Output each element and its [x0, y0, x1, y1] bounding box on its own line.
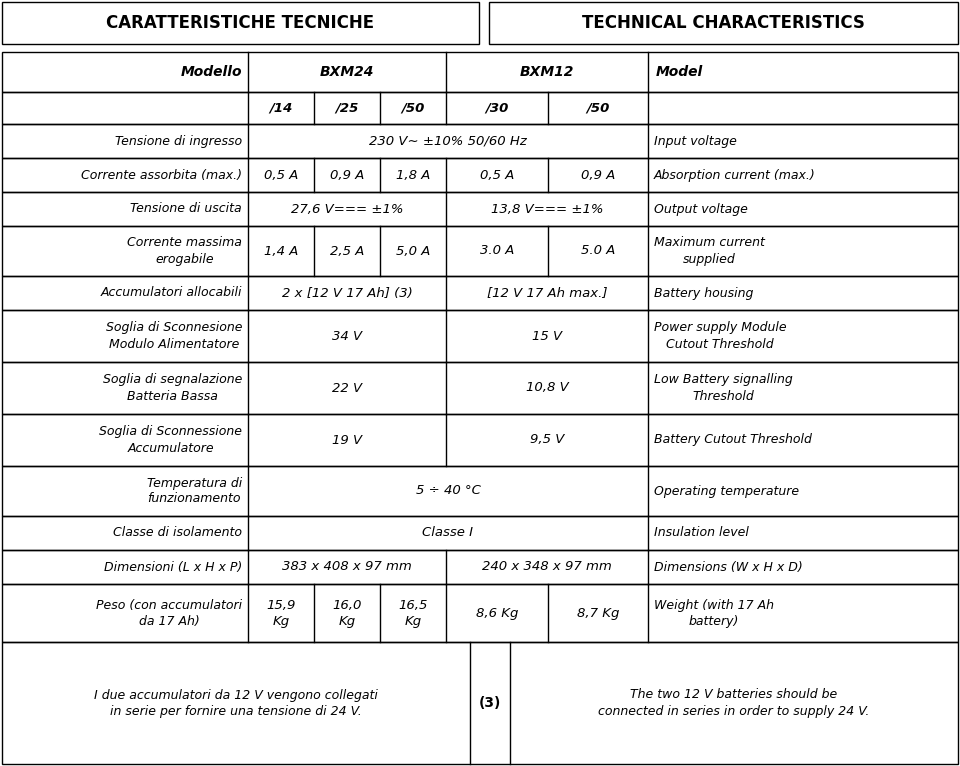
Text: Operating temperature: Operating temperature	[654, 485, 799, 497]
Text: 16,0
Kg: 16,0 Kg	[332, 598, 362, 627]
Text: 16,5
Kg: 16,5 Kg	[398, 598, 428, 627]
Bar	[2, 414, 958, 466]
Text: Peso (con accumulatori
da 17 Ah): Peso (con accumulatori da 17 Ah)	[96, 598, 242, 627]
Bar	[2, 92, 958, 124]
Bar	[2, 310, 958, 362]
Text: Soglia di segnalazione
Batteria Bassa: Soglia di segnalazione Batteria Bassa	[103, 374, 242, 402]
Text: /50: /50	[587, 102, 610, 114]
Text: Accumulatori allocabili: Accumulatori allocabili	[101, 286, 242, 300]
Bar	[2, 124, 958, 158]
Text: Insulation level: Insulation level	[654, 526, 749, 539]
Text: /30: /30	[486, 102, 509, 114]
Text: Maximum current
supplied: Maximum current supplied	[654, 237, 765, 266]
Bar	[2, 584, 958, 642]
Text: 19 V: 19 V	[332, 434, 362, 447]
Text: Battery housing: Battery housing	[654, 286, 754, 300]
Text: 0,9 A: 0,9 A	[330, 169, 364, 182]
Bar	[2, 550, 958, 584]
Bar	[2, 52, 958, 92]
Bar	[489, 2, 958, 44]
Bar	[2, 642, 958, 764]
Text: 1,8 A: 1,8 A	[396, 169, 430, 182]
Bar	[2, 2, 479, 44]
Text: 2,5 A: 2,5 A	[330, 244, 364, 257]
Text: Low Battery signalling
Threshold: Low Battery signalling Threshold	[654, 374, 793, 402]
Bar	[2, 362, 958, 414]
Text: 0,5 A: 0,5 A	[480, 169, 515, 182]
Text: 0,5 A: 0,5 A	[264, 169, 299, 182]
Text: Dimensioni (L x H x P): Dimensioni (L x H x P)	[104, 561, 242, 574]
Text: TECHNICAL CHARACTERISTICS: TECHNICAL CHARACTERISTICS	[582, 14, 865, 32]
Text: Absorption current (max.): Absorption current (max.)	[654, 169, 816, 182]
Text: 34 V: 34 V	[332, 329, 362, 342]
Bar	[2, 466, 958, 516]
Text: Tensione di uscita: Tensione di uscita	[131, 202, 242, 215]
Text: BXM24: BXM24	[320, 65, 374, 79]
Text: /25: /25	[335, 102, 359, 114]
Text: 240 x 348 x 97 mm: 240 x 348 x 97 mm	[482, 561, 612, 574]
Text: 5.0 A: 5.0 A	[581, 244, 615, 257]
Text: 15 V: 15 V	[532, 329, 562, 342]
Text: I due accumulatori da 12 V vengono collegati
in serie per fornire una tensione d: I due accumulatori da 12 V vengono colle…	[94, 689, 378, 718]
Text: The two 12 V batteries should be
connected in series in order to supply 24 V.: The two 12 V batteries should be connect…	[598, 689, 870, 718]
Text: (3): (3)	[479, 696, 501, 710]
Text: 3.0 A: 3.0 A	[480, 244, 515, 257]
Text: [12 V 17 Ah max.]: [12 V 17 Ah max.]	[487, 286, 608, 300]
Text: Temperatura di
funzionamento: Temperatura di funzionamento	[147, 476, 242, 506]
Text: /50: /50	[401, 102, 424, 114]
Text: Classe I: Classe I	[422, 526, 473, 539]
Bar	[2, 226, 958, 276]
Text: Output voltage: Output voltage	[654, 202, 748, 215]
Text: Corrente assorbita (max.): Corrente assorbita (max.)	[81, 169, 242, 182]
Text: 9,5 V: 9,5 V	[530, 434, 564, 447]
Text: 22 V: 22 V	[332, 381, 362, 394]
Text: 230 V∼ ±10% 50/60 Hz: 230 V∼ ±10% 50/60 Hz	[369, 135, 527, 148]
Text: BXM12: BXM12	[519, 65, 574, 79]
Text: 8,6 Kg: 8,6 Kg	[476, 607, 518, 620]
Text: CARATTERISTICHE TECNICHE: CARATTERISTICHE TECNICHE	[107, 14, 374, 32]
Text: Weight (with 17 Ah
battery): Weight (with 17 Ah battery)	[654, 598, 774, 627]
Text: Classe di isolamento: Classe di isolamento	[113, 526, 242, 539]
Text: Battery Cutout Threshold: Battery Cutout Threshold	[654, 434, 812, 447]
Text: 13,8 V=== ±1%: 13,8 V=== ±1%	[491, 202, 603, 215]
Text: Input voltage: Input voltage	[654, 135, 737, 148]
Text: Model: Model	[656, 65, 704, 79]
Text: 10,8 V: 10,8 V	[526, 381, 568, 394]
Text: 15,9
Kg: 15,9 Kg	[266, 598, 296, 627]
Text: Modello: Modello	[180, 65, 242, 79]
Text: Corrente massima
erogabile: Corrente massima erogabile	[127, 237, 242, 266]
Text: 1,4 A: 1,4 A	[264, 244, 299, 257]
Text: 0,9 A: 0,9 A	[581, 169, 615, 182]
Text: Soglia di Sconnesione
Modulo Alimentatore: Soglia di Sconnesione Modulo Alimentator…	[106, 322, 242, 351]
Text: 27,6 V=== ±1%: 27,6 V=== ±1%	[291, 202, 403, 215]
Text: Soglia di Sconnessione
Accumulatore: Soglia di Sconnessione Accumulatore	[99, 425, 242, 454]
Bar	[2, 276, 958, 310]
Text: Dimensions (W x H x D): Dimensions (W x H x D)	[654, 561, 803, 574]
Bar	[2, 192, 958, 226]
Bar	[2, 158, 958, 192]
Text: Power supply Module
Cutout Threshold: Power supply Module Cutout Threshold	[654, 322, 786, 351]
Text: 383 x 408 x 97 mm: 383 x 408 x 97 mm	[282, 561, 412, 574]
Text: 5,0 A: 5,0 A	[396, 244, 430, 257]
Text: 8,7 Kg: 8,7 Kg	[577, 607, 619, 620]
Text: Tensione di ingresso: Tensione di ingresso	[115, 135, 242, 148]
Text: 2 x [12 V 17 Ah] (3): 2 x [12 V 17 Ah] (3)	[281, 286, 413, 300]
Text: /14: /14	[270, 102, 293, 114]
Bar	[2, 516, 958, 550]
Text: 5 ÷ 40 °C: 5 ÷ 40 °C	[416, 485, 480, 497]
